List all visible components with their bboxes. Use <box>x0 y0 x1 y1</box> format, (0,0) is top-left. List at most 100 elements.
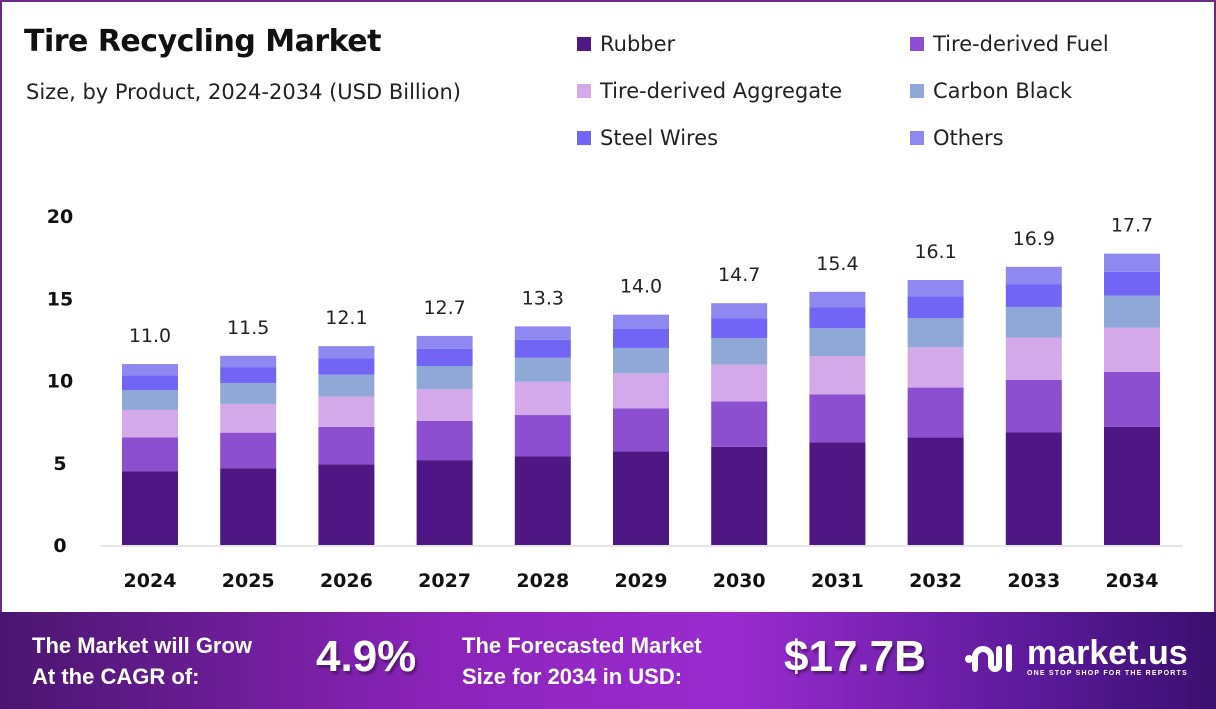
total-label: 16.9 <box>1013 228 1055 250</box>
bar-segment-others <box>318 346 375 359</box>
x-tick-label: 2027 <box>418 570 471 592</box>
bar-segment-others <box>1005 266 1062 285</box>
bar-segment-carbon-black <box>122 390 178 410</box>
total-label: 12.1 <box>325 307 367 329</box>
chart-title: Tire Recycling Market <box>24 24 381 59</box>
chart-subtitle: Size, by Product, 2024-2034 (USD Billion… <box>26 80 461 104</box>
bar-segment-tire-derived-fuel <box>1104 371 1160 427</box>
x-tick-label: 2026 <box>320 570 373 592</box>
x-tick-label: 2032 <box>909 570 962 592</box>
x-tick-label: 2025 <box>222 570 275 592</box>
bar-segment-tire-derived-fuel <box>907 387 964 438</box>
bar-segment-steel-wires <box>1104 271 1160 296</box>
bar-segment-steel-wires <box>122 375 178 391</box>
bar-segment-tire-derived-fuel <box>809 394 866 443</box>
legend-label: Tire-derived Fuel <box>933 32 1109 56</box>
bar-segment-steel-wires <box>318 358 375 375</box>
brand-logo: market.us ONE STOP SHOP FOR THE REPORTS <box>963 636 1188 677</box>
bar-segment-steel-wires <box>1005 284 1062 307</box>
legend-label: Steel Wires <box>600 126 719 150</box>
bar-segment-tire-derived-aggregate <box>809 355 866 395</box>
legend-swatch <box>910 84 924 98</box>
bar-segment-carbon-black <box>1005 306 1062 338</box>
bar-segment-carbon-black <box>1104 295 1160 328</box>
total-label: 15.4 <box>816 253 858 275</box>
legend-item-tire-derived-aggregate: Tire-derived Aggregate <box>577 79 842 103</box>
forecast-label-line1: The Forecasted Market <box>462 633 702 658</box>
x-tick-label: 2034 <box>1106 570 1159 592</box>
y-tick-label: 10 <box>47 371 73 393</box>
bar-segment-tire-derived-fuel <box>318 426 375 465</box>
bar-segment-rubber <box>416 460 473 545</box>
bar-segment-carbon-black <box>416 366 473 390</box>
x-tick-label: 2030 <box>713 570 766 592</box>
bar-segment-tire-derived-aggregate <box>220 403 277 433</box>
bar-segment-rubber <box>220 468 277 545</box>
bar-segment-tire-derived-aggregate <box>1005 337 1062 380</box>
bar-segment-carbon-black <box>613 347 669 374</box>
bar-segment-others <box>514 326 571 340</box>
bar-segment-tire-derived-fuel <box>1005 379 1062 433</box>
bar-segment-rubber <box>122 471 178 545</box>
total-label: 14.0 <box>620 276 662 298</box>
bar-segment-tire-derived-fuel <box>613 408 669 452</box>
bar-segment-rubber <box>711 446 768 545</box>
bar-segment-rubber <box>1104 426 1160 545</box>
bar-segment-others <box>1104 253 1160 272</box>
bar-segment-steel-wires <box>220 367 277 383</box>
legend-swatch <box>577 84 591 98</box>
bar-segment-tire-derived-fuel <box>514 415 571 457</box>
bar-segment-tire-derived-aggregate <box>613 373 669 409</box>
x-tick-label: 2029 <box>615 570 668 592</box>
bar-segment-rubber <box>809 442 866 545</box>
bar-segment-rubber <box>613 451 669 545</box>
x-tick-label: 2033 <box>1007 570 1060 592</box>
bar-segment-rubber <box>318 464 375 545</box>
bar-segment-rubber <box>514 456 571 545</box>
bar-segment-tire-derived-aggregate <box>711 364 768 402</box>
bar-segment-others <box>122 364 178 376</box>
bar-segment-carbon-black <box>711 338 768 365</box>
cagr-label-line1: The Market will Grow <box>32 633 253 658</box>
bar-segment-carbon-black <box>514 357 571 382</box>
bar-segment-carbon-black <box>809 328 866 356</box>
x-tick-label: 2028 <box>516 570 569 592</box>
bar-segment-steel-wires <box>711 318 768 339</box>
y-tick-label: 20 <box>47 206 73 228</box>
footer-banner: The Market will Grow At the CAGR of: 4.9%… <box>0 612 1216 709</box>
legend-item-steel-wires: Steel Wires <box>577 126 718 150</box>
cagr-label-line2: At the CAGR of: <box>32 664 200 689</box>
cagr-value: 4.9% <box>316 632 417 681</box>
bar-chart: 0 5 10 15 20 11.0 2024 11.5 2025 12.1 2026 12.7 2027… <box>47 206 1183 592</box>
bar-segment-rubber <box>1005 432 1062 545</box>
y-tick-label: 15 <box>47 288 73 310</box>
bar-segment-others <box>416 335 473 349</box>
legend-label: Rubber <box>600 32 676 56</box>
bar-segment-tire-derived-aggregate <box>907 347 964 388</box>
total-label: 13.3 <box>522 287 564 309</box>
bar-segment-steel-wires <box>809 307 866 329</box>
bar-segment-tire-derived-fuel <box>122 437 178 472</box>
bar-segment-others <box>711 303 768 319</box>
x-tick-label: 2024 <box>124 570 177 592</box>
total-label: 11.5 <box>227 317 269 339</box>
total-label: 11.0 <box>129 325 171 347</box>
bar-segment-steel-wires <box>416 348 473 367</box>
bar-segment-tire-derived-aggregate <box>1104 327 1160 372</box>
legend-swatch <box>910 131 924 145</box>
total-label: 16.1 <box>914 241 956 263</box>
bar-segment-tire-derived-aggregate <box>416 389 473 421</box>
bar-segment-others <box>220 355 277 368</box>
legend-item-tire-derived-fuel: Tire-derived Fuel <box>910 32 1109 56</box>
total-label: 17.7 <box>1111 215 1153 237</box>
cagr-label: The Market will Grow At the CAGR of: <box>32 630 252 692</box>
bar-segment-tire-derived-aggregate <box>514 381 571 416</box>
bar-segment-tire-derived-fuel <box>711 401 768 447</box>
legend-swatch <box>910 37 924 51</box>
bar-segment-others <box>613 314 669 330</box>
legend-swatch <box>577 131 591 145</box>
forecast-label: The Forecasted Market Size for 2034 in US… <box>462 630 702 692</box>
forecast-value: $17.7B <box>784 632 926 681</box>
legend-label: Tire-derived Aggregate <box>600 79 843 103</box>
total-label: 14.7 <box>718 264 760 286</box>
